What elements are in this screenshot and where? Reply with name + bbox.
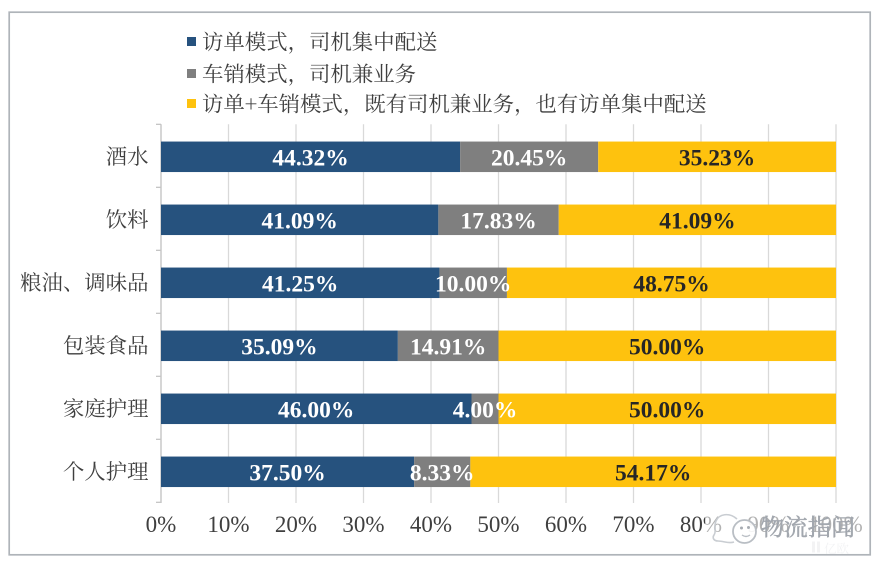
svg-text:54.17%: 54.17% — [615, 460, 691, 486]
svg-text:35.09%: 35.09% — [241, 334, 317, 360]
svg-text:20.45%: 20.45% — [491, 145, 567, 171]
svg-text:50.00%: 50.00% — [629, 334, 705, 360]
svg-text:50%: 50% — [477, 512, 519, 537]
svg-text:14.91%: 14.91% — [410, 334, 486, 360]
svg-text:70%: 70% — [612, 512, 654, 537]
svg-text:41.09%: 41.09% — [659, 208, 735, 234]
svg-text:4.00%: 4.00% — [453, 397, 518, 423]
svg-text:8.33%: 8.33% — [410, 460, 475, 486]
svg-text:41.25%: 41.25% — [262, 271, 338, 297]
svg-text:10.00%: 10.00% — [435, 271, 511, 297]
svg-text:60%: 60% — [545, 512, 587, 537]
svg-text:37.50%: 37.50% — [249, 460, 325, 486]
svg-text:10%: 10% — [207, 512, 249, 537]
svg-text:46.00%: 46.00% — [278, 397, 354, 423]
svg-text:40%: 40% — [410, 512, 452, 537]
svg-text:44.32%: 44.32% — [272, 145, 348, 171]
svg-text:17.83%: 17.83% — [460, 208, 536, 234]
svg-text:30%: 30% — [342, 512, 384, 537]
svg-text:41.09%: 41.09% — [262, 208, 338, 234]
svg-text:0%: 0% — [146, 512, 177, 537]
svg-text:50.00%: 50.00% — [629, 397, 705, 423]
svg-text:35.23%: 35.23% — [679, 145, 755, 171]
svg-text:48.75%: 48.75% — [633, 271, 709, 297]
svg-text:20%: 20% — [275, 512, 317, 537]
